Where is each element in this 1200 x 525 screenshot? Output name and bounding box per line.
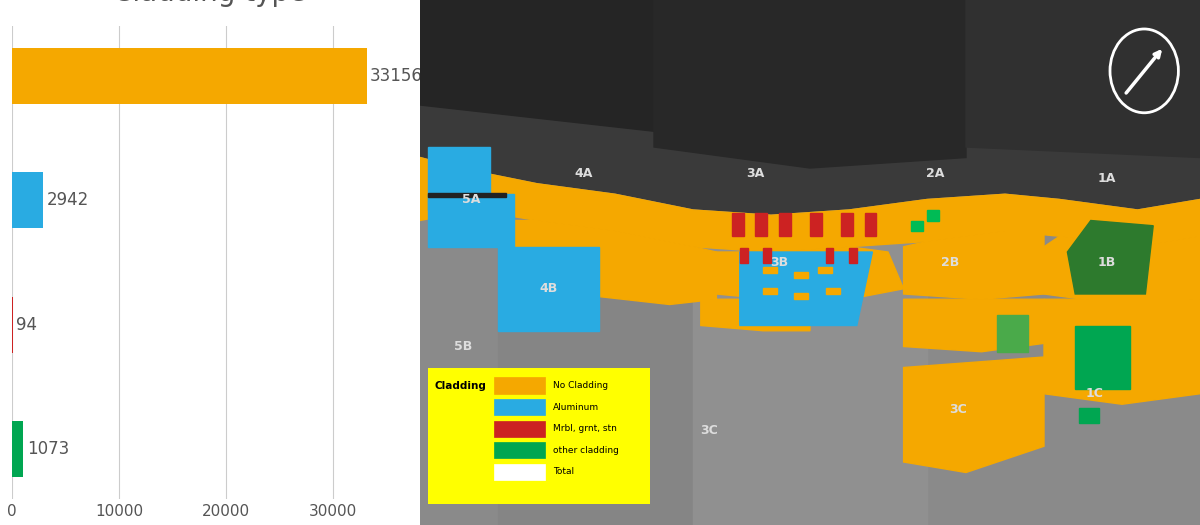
Text: 5B: 5B (454, 340, 472, 353)
Text: 2A: 2A (925, 167, 944, 180)
Bar (850, 248, 857, 262)
Polygon shape (966, 0, 1200, 158)
Bar (928, 210, 938, 220)
Text: 4B: 4B (540, 282, 558, 295)
Text: 1073: 1073 (26, 440, 68, 458)
Polygon shape (904, 299, 1060, 352)
Bar (818, 267, 832, 273)
Bar (756, 213, 767, 236)
Polygon shape (1068, 220, 1153, 294)
Polygon shape (498, 236, 694, 525)
Text: Aluminum: Aluminum (553, 403, 599, 412)
Text: 4A: 4A (575, 167, 593, 180)
Bar (494, 421, 545, 437)
Polygon shape (997, 315, 1028, 352)
Polygon shape (904, 231, 1044, 299)
Polygon shape (420, 0, 1200, 215)
Bar (494, 442, 545, 458)
Polygon shape (514, 220, 716, 304)
Text: Cladding: Cladding (434, 381, 486, 391)
Title: Cladding type: Cladding type (114, 0, 306, 7)
Bar (864, 213, 876, 236)
Bar (912, 220, 923, 231)
Bar (12, 48, 367, 104)
Text: 4C: 4C (547, 482, 565, 495)
Text: No Cladding: No Cladding (553, 381, 607, 390)
Text: Mrbl, grnt, stn: Mrbl, grnt, stn (553, 424, 617, 433)
Polygon shape (428, 147, 491, 210)
Bar (810, 213, 822, 236)
Text: 2B: 2B (941, 256, 960, 269)
Bar (428, 193, 506, 197)
Bar (763, 288, 778, 294)
Text: 1A: 1A (1097, 172, 1116, 185)
Text: 1B: 1B (1097, 256, 1116, 269)
Polygon shape (701, 299, 810, 331)
Polygon shape (420, 0, 654, 131)
Bar (826, 248, 833, 262)
Text: 33156: 33156 (370, 67, 422, 85)
Text: 5A: 5A (462, 193, 480, 206)
Polygon shape (904, 357, 1044, 472)
Polygon shape (739, 252, 872, 326)
Text: 94: 94 (17, 316, 37, 334)
Text: Total: Total (553, 467, 574, 476)
Polygon shape (1044, 299, 1200, 404)
Polygon shape (458, 394, 529, 446)
Polygon shape (420, 158, 1200, 525)
Text: 1C: 1C (1086, 387, 1104, 400)
Text: other cladding: other cladding (553, 446, 618, 455)
Bar (763, 267, 778, 273)
Bar (428, 368, 650, 504)
Bar (779, 213, 791, 236)
Polygon shape (1044, 236, 1200, 304)
Bar (794, 272, 809, 278)
Text: 3C: 3C (700, 424, 718, 437)
Polygon shape (498, 247, 600, 331)
Bar (841, 213, 853, 236)
Text: 2942: 2942 (47, 191, 89, 209)
Bar (739, 248, 748, 262)
Polygon shape (654, 0, 966, 168)
Bar (826, 288, 840, 294)
Bar (732, 213, 744, 236)
Bar (794, 293, 809, 299)
Polygon shape (694, 236, 928, 525)
Bar (494, 464, 545, 480)
Bar (12, 421, 24, 477)
Text: 3B: 3B (769, 256, 788, 269)
Bar (1079, 408, 1099, 423)
Polygon shape (420, 158, 1200, 252)
Polygon shape (716, 247, 904, 299)
Bar (494, 377, 545, 394)
Text: 3A: 3A (746, 167, 764, 180)
Bar (494, 399, 545, 415)
Bar (763, 248, 772, 262)
Polygon shape (1075, 326, 1130, 388)
Polygon shape (428, 194, 514, 247)
Text: 3C: 3C (949, 403, 967, 416)
Bar (12, 172, 43, 228)
